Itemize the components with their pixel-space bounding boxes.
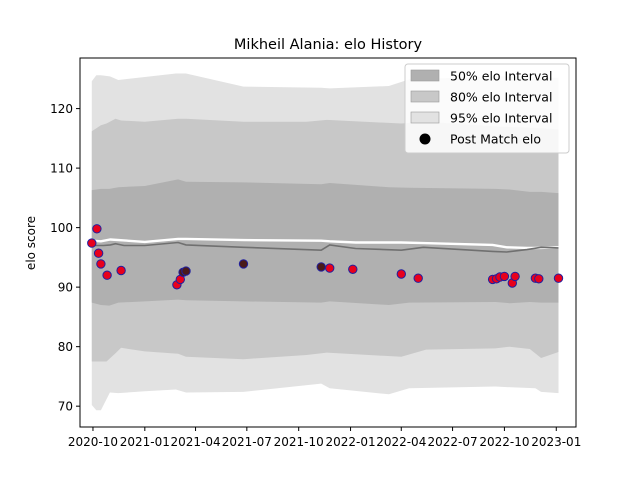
post-match-point bbox=[413, 273, 423, 283]
post-match-point bbox=[87, 238, 97, 248]
chart-title: Mikheil Alania: elo History bbox=[234, 37, 423, 53]
legend-marker-icon bbox=[419, 133, 431, 145]
y-tick-label: 110 bbox=[50, 161, 73, 175]
legend: 50% elo Interval 80% elo Interval 95% elo … bbox=[404, 63, 570, 154]
y-tick-label: 80 bbox=[58, 340, 73, 354]
post-match-point bbox=[102, 270, 112, 280]
post-match-point bbox=[396, 269, 406, 279]
post-match-point bbox=[316, 262, 326, 272]
post-match-point bbox=[553, 273, 564, 283]
legend-swatch-icon bbox=[410, 90, 440, 103]
y-tick-label: 120 bbox=[50, 102, 73, 116]
x-tick-label: 2022-07 bbox=[427, 435, 477, 449]
legend-label: 80% elo Interval bbox=[450, 90, 552, 105]
x-tick-label: 2023-01 bbox=[531, 435, 581, 449]
legend-swatch-icon bbox=[410, 69, 440, 82]
y-tick-label: 70 bbox=[58, 399, 73, 413]
x-tick-label: 2021-07 bbox=[222, 435, 272, 449]
legend-label: 50% elo Interval bbox=[450, 69, 552, 84]
mean-elo-line bbox=[91, 241, 559, 253]
y-tick-label: 90 bbox=[58, 280, 73, 294]
plot-frame bbox=[79, 57, 577, 428]
post-match-point bbox=[96, 259, 106, 269]
y-axis-label: elo score bbox=[24, 216, 38, 270]
post-match-point bbox=[238, 259, 249, 269]
post-match-point bbox=[510, 271, 520, 282]
plot-area bbox=[87, 73, 564, 411]
y-tick-label: 100 bbox=[50, 221, 73, 235]
legend-box bbox=[404, 63, 570, 154]
x-tick-label: 2022-10 bbox=[479, 435, 529, 449]
band-50-interval bbox=[91, 179, 559, 306]
legend-label: 95% elo Interval bbox=[450, 111, 552, 126]
x-tick-label: 2021-01 bbox=[120, 435, 170, 449]
x-tick-label: 2020-10 bbox=[68, 435, 118, 449]
median-elo-line bbox=[91, 237, 559, 250]
x-tick-label: 2022-01 bbox=[325, 435, 375, 449]
post-match-point bbox=[348, 264, 358, 274]
post-match-point bbox=[92, 224, 102, 234]
x-tick-label: 2022-04 bbox=[376, 435, 426, 449]
legend-label: Post Match elo bbox=[450, 132, 541, 147]
x-tick-label: 2021-10 bbox=[274, 435, 324, 449]
legend-swatch-icon bbox=[410, 111, 440, 124]
post-match-point bbox=[534, 274, 544, 284]
x-tick-label: 2021-04 bbox=[170, 435, 220, 449]
post-match-point bbox=[499, 271, 510, 282]
post-match-point bbox=[181, 266, 191, 276]
post-match-point bbox=[325, 263, 335, 273]
post-match-point bbox=[116, 265, 126, 276]
post-match-point bbox=[93, 248, 104, 258]
